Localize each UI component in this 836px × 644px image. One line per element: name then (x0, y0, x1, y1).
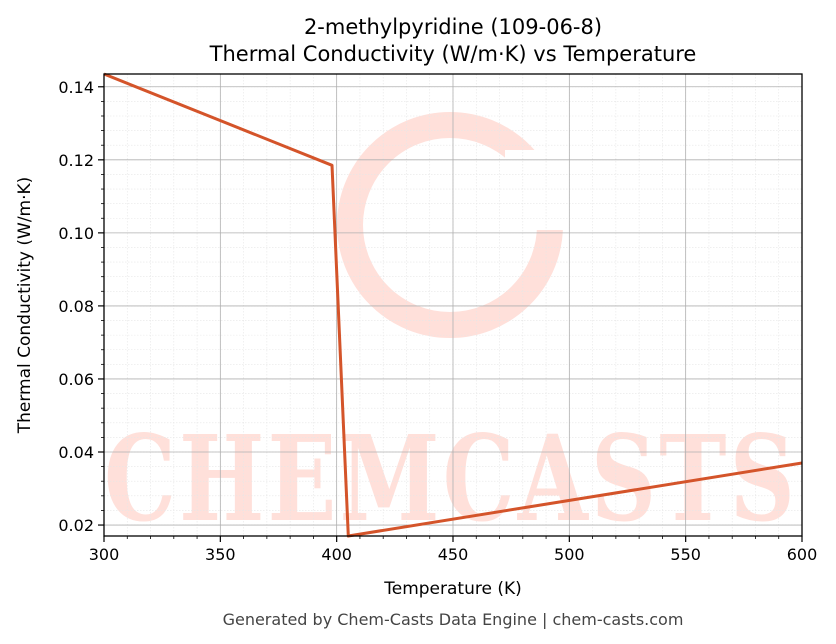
x-tick-label: 500 (554, 545, 585, 564)
x-tick-label: 300 (89, 545, 120, 564)
watermark-ring-gap (505, 150, 575, 230)
x-tick-label: 600 (787, 545, 818, 564)
y-tick-label: 0.08 (58, 297, 94, 316)
x-tick-label: 350 (205, 545, 236, 564)
chart-subtitle: Thermal Conductivity (W/m·K) vs Temperat… (209, 42, 697, 66)
y-tick-label: 0.06 (58, 370, 94, 389)
ticks: 300 350 400 450 500 550 600 0.02 0.04 0.06 0.08 0.1… (58, 78, 817, 564)
series-line (103, 72, 803, 538)
y-tick-label: 0.12 (58, 151, 94, 170)
watermark-logo: CHEMCASTS (104, 112, 798, 548)
y-tick-label: 0.10 (58, 224, 94, 243)
plot-area: CHEMCASTS 300 350 400 450 500 550 600 0.02 0.04 0… (58, 72, 817, 564)
y-tick-label: 0.14 (58, 78, 94, 97)
y-axis-label: Thermal Conductivity (W/m·K) (15, 177, 35, 435)
footer-credit: Generated by Chem-Casts Data Engine | ch… (223, 610, 684, 629)
y-tick-label: 0.04 (58, 443, 94, 462)
x-tick-label: 400 (321, 545, 352, 564)
chart-title: 2-methylpyridine (109-06-8) (304, 15, 602, 39)
series-layer (103, 72, 803, 538)
x-tick-label: 550 (670, 545, 701, 564)
x-axis-label: Temperature (K) (383, 579, 522, 599)
watermark-text: CHEMCASTS (104, 409, 798, 548)
y-tick-label: 0.02 (58, 516, 94, 535)
x-tick-label: 450 (438, 545, 469, 564)
